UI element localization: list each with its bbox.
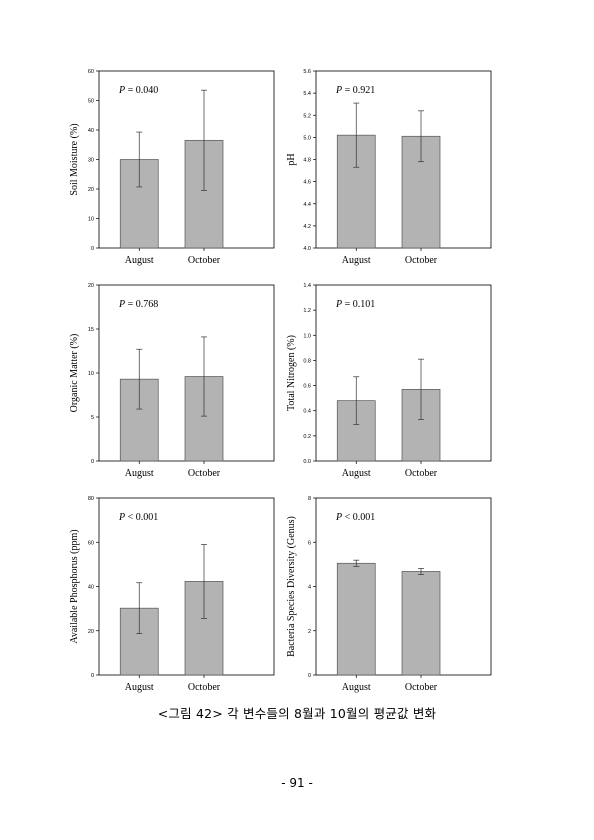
y-axis-title-5: Available Phosphorus (ppm): [69, 529, 80, 643]
y-tick-label-4-4: 0.8: [303, 358, 311, 364]
y-tick-label-3-3: 15: [88, 327, 94, 333]
y-tick-label-1-0: 0: [91, 246, 94, 252]
figure-caption: <그림 42> 각 변수들의 8월과 10월의 평균값 변화: [157, 706, 437, 721]
y-tick-label-5-1: 20: [88, 629, 94, 635]
chart-panel-2: 4.0 4.2 4.4 4.6 4.8 5.0 5.2 5.4 5.6 August October…: [286, 69, 492, 266]
y-tick-label-5-4: 80: [88, 496, 94, 502]
y-tick-label-6-1: 2: [308, 629, 311, 635]
category-label-6-october: October: [405, 682, 438, 693]
category-label-6-august: August: [342, 682, 371, 693]
category-label-4-august: August: [342, 468, 371, 479]
y-tick-label-1-4: 40: [88, 128, 94, 134]
y-axis-title-4: Total Nitrogen (%): [286, 335, 297, 411]
y-tick-label-4-2: 0.4: [303, 409, 311, 415]
y-axis-title-3: Organic Matter (%): [69, 334, 80, 413]
category-label-4-october: October: [405, 468, 438, 479]
chart-panel-3: 0 5 10 15 20 August October P = 0.768 Organic Ma…: [69, 283, 275, 479]
y-tick-label-3-4: 20: [88, 283, 94, 289]
y-tick-label-1-1: 10: [88, 217, 94, 223]
y-tick-label-2-1: 4.2: [303, 224, 311, 230]
y-axis-title-2: pH: [286, 153, 297, 165]
y-tick-label-1-2: 20: [88, 187, 94, 193]
page-number: - 91 -: [281, 776, 313, 790]
y-tick-label-1-5: 50: [88, 99, 94, 105]
y-tick-label-2-4: 4.8: [303, 158, 311, 164]
category-label-3-october: October: [188, 468, 221, 479]
p-value-label-4: P = 0.101: [335, 299, 375, 310]
y-tick-label-3-2: 10: [88, 371, 94, 377]
category-label-5-october: October: [188, 682, 221, 693]
chart-panel-4: 0.0 0.2 0.4 0.6 0.8 1.0 1.2 1.4 August October P =…: [286, 283, 492, 479]
y-tick-label-6-3: 6: [308, 540, 311, 546]
bar-6-october: [401, 571, 441, 676]
y-tick-label-1-3: 30: [88, 158, 94, 164]
y-tick-label-4-6: 1.2: [303, 308, 311, 314]
p-value-label-5: P < 0.001: [118, 512, 158, 523]
y-tick-label-6-4: 8: [308, 496, 311, 502]
y-tick-label-3-0: 0: [91, 459, 94, 465]
y-tick-label-2-5: 5.0: [303, 135, 311, 141]
y-tick-label-1-6: 60: [88, 69, 94, 75]
y-tick-label-4-3: 0.6: [303, 384, 311, 390]
category-label-2-october: October: [405, 255, 438, 266]
category-label-2-august: August: [342, 255, 371, 266]
p-value-label-1: P = 0.040: [118, 85, 158, 96]
y-tick-label-6-0: 0: [308, 673, 311, 679]
category-label-1-august: August: [125, 255, 154, 266]
category-label-5-august: August: [125, 682, 154, 693]
bar-6-august: [336, 562, 376, 676]
y-tick-label-4-7: 1.4: [303, 283, 311, 289]
y-tick-label-5-2: 40: [88, 585, 94, 591]
y-tick-label-4-0: 0.0: [303, 459, 311, 465]
category-label-1-october: October: [188, 255, 221, 266]
y-tick-label-2-7: 5.4: [303, 91, 311, 97]
y-tick-label-4-5: 1.0: [303, 333, 311, 339]
chart-panel-5: 0 20 40 60 80 August October P < 0.001 Available…: [69, 496, 275, 693]
y-axis-title-1: Soil Moisture (%): [69, 123, 80, 195]
y-tick-label-3-1: 5: [91, 415, 94, 421]
y-tick-label-5-3: 60: [88, 540, 94, 546]
y-tick-label-2-8: 5.6: [303, 69, 311, 75]
chart-panel-1: 0 10 20 30 40 50 60 August October P = 0.040 Soil …: [69, 69, 275, 266]
y-tick-label-2-6: 5.2: [303, 113, 311, 119]
y-tick-label-2-0: 4.0: [303, 246, 311, 252]
y-axis-title-6: Bacteria Species Diversity (Genus): [286, 516, 297, 657]
p-value-label-6: P < 0.001: [335, 512, 375, 523]
p-value-label-2: P = 0.921: [335, 85, 375, 96]
chart-panel-6: 0 2 4 6 8 August October P < 0.001 Bacteria Spec…: [286, 496, 492, 693]
p-value-label-3: P = 0.768: [118, 299, 158, 310]
y-tick-label-6-2: 4: [308, 585, 311, 591]
y-tick-label-4-1: 0.2: [303, 434, 311, 440]
category-label-3-august: August: [125, 468, 154, 479]
y-tick-label-2-3: 4.6: [303, 180, 311, 186]
y-tick-label-5-0: 0: [91, 673, 94, 679]
y-tick-label-2-2: 4.4: [303, 202, 311, 208]
